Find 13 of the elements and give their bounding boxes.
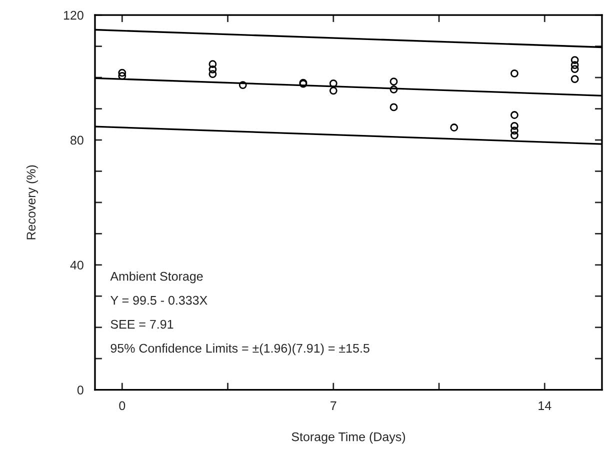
annotation: 95% Confidence Limits = ±(1.96)(7.91) = ±15.5 <box>110 344 370 356</box>
x-tick-label: 14 <box>538 401 552 410</box>
y-tick-label: 0 <box>77 386 84 394</box>
y-tick-label: 80 <box>70 136 84 145</box>
annotation: Ambient Storage <box>110 272 203 284</box>
y-tick-label: 40 <box>70 260 84 270</box>
x-tick-label: 7 <box>330 401 336 410</box>
y-axis-title: Recovery (%) <box>26 165 38 240</box>
x-tick-label: 0 <box>119 401 126 410</box>
annotation: SEE = 7.91 <box>110 320 174 329</box>
x-axis-title: Storage Time (Days) <box>292 432 406 444</box>
y-tick-label: 120 <box>64 10 84 20</box>
annotation: Y = 99.5 - 0.333X <box>110 296 208 305</box>
